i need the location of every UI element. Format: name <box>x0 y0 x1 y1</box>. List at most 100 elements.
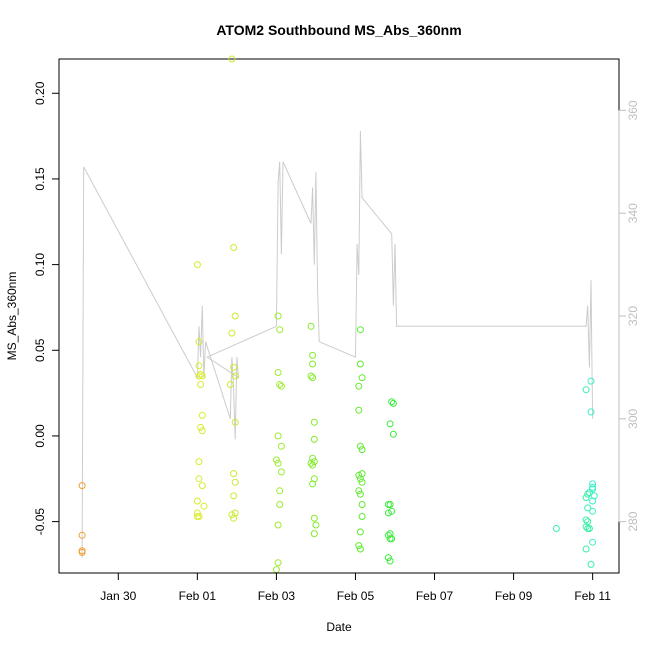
data-point <box>356 545 364 553</box>
data-point <box>584 490 592 498</box>
data-point <box>310 458 318 466</box>
data-point <box>193 261 201 269</box>
data-point <box>355 542 363 550</box>
y-tick-label: 0.15 <box>33 167 47 191</box>
data-point <box>356 442 364 450</box>
data-point <box>356 490 364 498</box>
data-point <box>310 530 318 538</box>
data-point <box>386 557 394 565</box>
line-series-layer <box>81 130 594 558</box>
data-point <box>587 408 595 416</box>
data-point <box>582 386 590 394</box>
data-point <box>195 372 203 380</box>
x-tick-label: Feb 05 <box>337 589 375 603</box>
data-point <box>589 507 597 515</box>
data-point <box>230 514 238 522</box>
y2-tick-label: 300 <box>626 408 640 428</box>
x-tick-label: Feb 11 <box>574 589 611 603</box>
y-tick-label: -0.05 <box>33 508 47 536</box>
data-point <box>193 509 201 517</box>
x-tick-label: Feb 03 <box>258 589 296 603</box>
data-point <box>310 514 318 522</box>
data-point <box>274 459 282 467</box>
x-axis: Jan 30 Feb 01 Feb 03 Feb 05 Feb 07 Feb 09 Feb … <box>100 572 611 603</box>
data-point <box>274 559 282 567</box>
data-point <box>200 502 208 510</box>
y-tick-label: 0.20 <box>33 81 47 105</box>
x-axis-label: Date <box>326 620 352 634</box>
x-tick-label: Feb 09 <box>495 589 533 603</box>
data-point <box>355 471 363 479</box>
data-point <box>226 381 234 388</box>
y2-tick-label: 280 <box>626 511 640 531</box>
data-point <box>358 374 366 382</box>
data-point <box>230 363 238 371</box>
data-point <box>309 351 317 359</box>
data-point <box>386 535 394 543</box>
data-point <box>309 461 317 469</box>
data-point <box>589 497 597 505</box>
x-tick-label: Feb 07 <box>416 589 454 603</box>
data-point <box>589 480 597 488</box>
x-tick-label: Feb 01 <box>179 589 217 603</box>
data-point <box>589 538 597 546</box>
data-point <box>582 545 590 553</box>
y2-tick-label: 340 <box>626 203 640 223</box>
data-point <box>585 525 593 532</box>
data-point <box>78 531 86 539</box>
line-series <box>81 130 594 558</box>
data-point <box>307 459 315 467</box>
data-point <box>274 312 282 320</box>
data-point <box>356 475 364 483</box>
data-point <box>358 513 366 520</box>
data-point <box>358 501 366 508</box>
data-point <box>272 456 280 464</box>
y-tick-label: 0.05 <box>33 338 47 362</box>
data-point <box>197 423 205 431</box>
data-point <box>276 381 284 388</box>
data-point <box>310 435 318 443</box>
y2-tick-label: 360 <box>626 100 640 120</box>
data-point <box>356 326 364 334</box>
data-point <box>388 507 396 515</box>
y-axis: -0.05 0.00 0.05 0.10 0.15 0.20 <box>33 81 60 536</box>
data-point <box>356 360 364 368</box>
data-point <box>272 566 280 574</box>
data-point <box>231 372 239 380</box>
data-point <box>198 427 206 435</box>
data-point <box>197 381 205 388</box>
data-point <box>384 554 392 562</box>
data-point <box>582 523 590 531</box>
data-point <box>228 329 236 337</box>
data-point <box>355 382 363 390</box>
data-point <box>228 511 236 519</box>
data-point <box>356 528 364 536</box>
x-tick-label: Jan 30 <box>100 589 136 603</box>
data-point <box>276 326 284 334</box>
data-point <box>309 374 317 382</box>
data-point <box>587 560 595 568</box>
data-point <box>198 482 206 490</box>
data-point <box>358 478 366 486</box>
data-point <box>195 338 203 346</box>
chart-title: ATOM2 Southbound MS_Abs_360nm <box>216 22 461 38</box>
data-point <box>274 521 282 529</box>
data-point <box>228 55 236 63</box>
data-point <box>230 492 238 500</box>
y-axis-label: MS_Abs_360nm <box>5 272 19 361</box>
data-point <box>78 548 86 556</box>
data-point <box>198 411 206 419</box>
data-point <box>277 468 285 476</box>
data-point <box>582 494 590 502</box>
data-point <box>230 244 238 251</box>
data-point <box>276 501 284 508</box>
data-point <box>386 420 394 428</box>
data-point <box>198 372 206 380</box>
data-point <box>197 370 205 378</box>
data-point <box>277 442 285 450</box>
data-point <box>582 516 590 524</box>
data-point <box>386 501 394 508</box>
data-point <box>584 504 592 512</box>
data-point <box>193 497 201 505</box>
